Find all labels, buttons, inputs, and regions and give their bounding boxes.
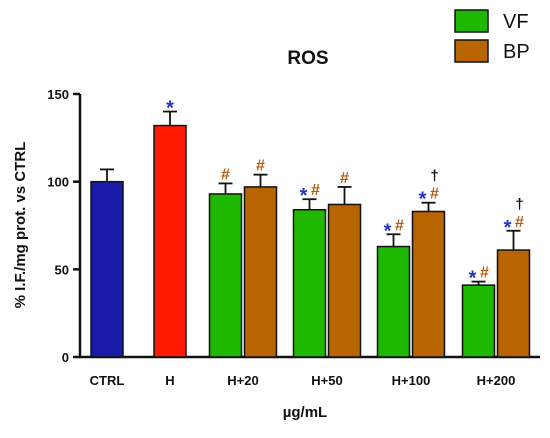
- bar-group-h-plus-200-bp: * #†: [496, 196, 531, 358]
- significance-dagger: †: [430, 168, 438, 185]
- bar: [411, 210, 446, 358]
- bar: [90, 180, 124, 358]
- significance-hash: #: [340, 170, 349, 187]
- x-tick-label: CTRL: [90, 373, 125, 388]
- bar-group-h-plus-100-vf: * #: [376, 217, 411, 358]
- bar-group-h-plus-20-vf: #: [208, 166, 243, 358]
- x-tick-label: H+200: [477, 373, 516, 388]
- bar: [292, 208, 327, 358]
- bar-group-h-plus-50-bp: #: [327, 170, 362, 358]
- bar-group-h-plus-20-bp: #: [243, 158, 278, 358]
- significance-star: *: [300, 185, 308, 207]
- x-tick-label: H+50: [311, 373, 342, 388]
- bar-group-ctrl: [90, 168, 124, 358]
- legend-label-bp: BP: [503, 41, 530, 63]
- legend-swatch-vf: [454, 9, 489, 33]
- significance-hash: #: [480, 265, 489, 282]
- significance-hash: #: [221, 166, 230, 183]
- legend: VF BP: [454, 9, 530, 63]
- y-axis-label: % I.F./mg prot. vs CTRL: [12, 142, 29, 309]
- x-tick-label: H+20: [227, 373, 258, 388]
- bar: [496, 249, 531, 358]
- legend-swatch-bp: [454, 39, 489, 63]
- y-ticks: 0 50 100 150: [47, 87, 80, 365]
- y-tick-label: 150: [47, 87, 69, 102]
- significance-star: *: [469, 268, 477, 290]
- significance-hash: #: [515, 214, 524, 231]
- bar: [376, 245, 411, 358]
- significance-hash: #: [256, 158, 265, 175]
- significance-hash: #: [311, 182, 320, 199]
- y-tick-label: 100: [47, 175, 69, 190]
- x-axis-label: µg/mL: [283, 404, 327, 421]
- y-tick-label: 0: [62, 350, 69, 365]
- x-ticks: CTRL H H+20 H+50 H+100 H+200: [90, 373, 516, 388]
- y-tick-label: 50: [55, 262, 69, 277]
- bar-group-h-plus-50-vf: * #: [292, 182, 327, 358]
- legend-label-vf: VF: [503, 11, 529, 33]
- chart-title: ROS: [287, 48, 328, 69]
- significance-dagger: †: [515, 196, 523, 213]
- bars: *##* ##* #* #†* #* #†: [90, 98, 531, 358]
- significance-hash: #: [395, 217, 404, 234]
- x-tick-label: H: [165, 373, 174, 388]
- x-tick-label: H+100: [392, 373, 431, 388]
- significance-star: *: [384, 220, 392, 242]
- bar: [327, 203, 362, 358]
- bar-group-h-plus-200-vf: * #: [461, 265, 496, 358]
- significance-hash: #: [430, 186, 439, 203]
- significance-star: *: [166, 98, 174, 120]
- significance-star: *: [419, 189, 427, 211]
- bar: [153, 124, 187, 358]
- bar: [243, 186, 278, 358]
- bar: [208, 193, 243, 358]
- bar: [461, 284, 496, 358]
- significance-star: *: [504, 217, 512, 239]
- bar-group-h: *: [153, 98, 187, 358]
- bar-group-h-plus-100-bp: * #†: [411, 168, 446, 358]
